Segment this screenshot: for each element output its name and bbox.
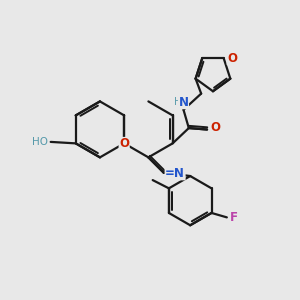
Text: F: F (230, 211, 238, 224)
Text: O: O (227, 52, 237, 65)
Text: H: H (174, 98, 181, 107)
Text: =N: =N (165, 167, 185, 180)
Text: O: O (119, 137, 129, 151)
Text: O: O (211, 121, 220, 134)
Text: HO: HO (32, 137, 48, 147)
Text: N: N (178, 96, 188, 109)
